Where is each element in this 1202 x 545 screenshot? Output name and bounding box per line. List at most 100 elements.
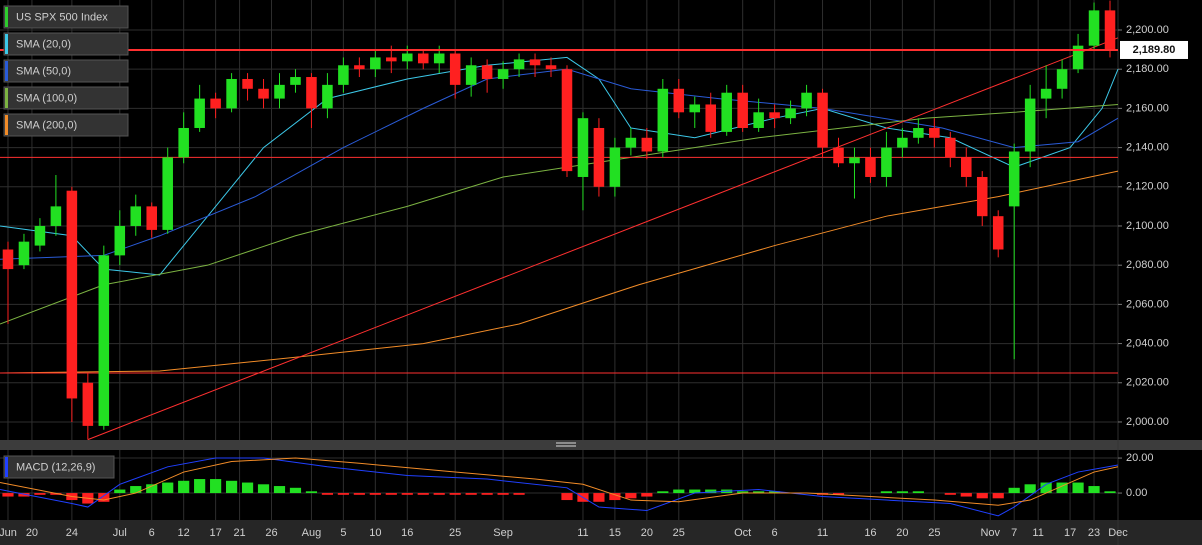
x-tick-label: 11 [1032,527,1043,539]
candle-body [737,92,748,128]
histogram-bar [465,493,477,495]
histogram-bar [561,493,573,501]
candle-body [1056,69,1068,89]
candle-body [561,69,573,172]
histogram-bar [162,482,174,494]
x-tick-label: 25 [673,527,685,539]
histogram-bar [210,479,222,494]
legend-box [3,86,129,110]
candle-body [194,98,205,128]
candle-body [274,84,285,99]
candle-body [513,59,525,70]
candle-body [817,92,828,148]
candle-body [34,225,46,246]
legend-label: SMA (200,0) [16,119,77,131]
candle-body [98,255,110,426]
histogram-bar [960,493,972,497]
histogram-bar [194,479,206,494]
last-price-box [1120,40,1188,59]
legend-label: MACD (12,26,9) [16,461,95,473]
histogram-bar [912,491,924,494]
histogram-bar [737,491,749,494]
histogram-bar [657,491,669,494]
x-tick-label: 21 [233,527,245,539]
x-tick-label: 20 [26,527,38,539]
histogram-bar [976,493,988,499]
macd-line [0,457,1119,517]
histogram-bar [417,493,429,495]
histogram-bar [353,493,365,495]
x-tick-label: 10 [369,527,381,539]
candle-body [1104,10,1116,50]
candle-body [18,241,30,266]
candle-body [545,65,557,70]
histogram-bar [337,493,349,495]
panel-separator[interactable] [0,440,1202,450]
y-tick-label: 2,080.00 [1126,259,1169,271]
legend-box [3,113,129,137]
trend-line [87,37,1119,441]
candle-body [354,65,365,70]
histogram-bar [705,489,717,494]
histogram-bar [1056,482,1068,494]
histogram-bar [34,493,46,495]
histogram-bar [1104,491,1116,494]
x-axis-strip [0,520,1202,545]
histogram-bar [753,491,765,494]
histogram-bar [992,493,1004,499]
candle-body [130,206,142,226]
legend-swatch [5,61,8,81]
candle-body [178,127,189,158]
histogram-bar [385,493,397,495]
histogram-bar [369,493,381,495]
x-tick-label: 5 [340,527,346,539]
x-tick-label: 25 [449,527,461,539]
x-tick-label: 16 [864,527,876,539]
candle-body [689,104,701,113]
histogram-bar [18,493,30,497]
candle-body [1072,45,1084,70]
y-tick-label: 2,200.00 [1126,24,1169,36]
y-tick-label: 2,100.00 [1126,220,1169,232]
x-tick-label: 15 [609,527,621,539]
last-price-label: 2,189.80 [1133,44,1176,56]
x-tick-label: Jul [113,527,127,539]
candle-body [641,137,653,152]
legend-label: US SPX 500 Index [16,11,108,23]
histogram-bar [944,493,956,495]
y-tick-label: 2,040.00 [1126,337,1169,349]
x-tick-label: 12 [178,527,190,539]
candle-body [146,206,157,230]
legend-box [3,59,129,83]
x-tick-label: 7 [1011,527,1017,539]
histogram-bar [401,493,413,495]
x-tick-label: 6 [149,527,155,539]
candle-body [609,147,621,187]
x-tick-label: 20 [641,527,653,539]
x-tick-label: 24 [66,527,78,539]
legend-swatch [5,115,8,135]
histogram-bar [225,480,238,494]
candle-body [785,108,796,119]
sma-line [0,103,1119,325]
candle-body [290,77,301,85]
candle-body [801,92,812,109]
legend-label: SMA (20,0) [16,38,71,50]
candle-body [402,53,413,62]
legend-box [3,32,129,56]
histogram-bar [1072,482,1084,494]
x-tick-label: Oct [734,527,751,539]
histogram-bar [481,493,493,495]
histogram-bar [609,493,621,501]
candle-body [865,157,876,177]
histogram-bar [497,493,509,495]
y-tick-label: 2,060.00 [1126,298,1169,310]
histogram-bar [433,493,445,495]
y-tick-label: 0.00 [1126,487,1147,499]
histogram-bar [1008,487,1020,494]
y-tick-label: 20.00 [1126,452,1154,464]
candle-body [338,65,349,85]
histogram-bar [289,487,302,494]
